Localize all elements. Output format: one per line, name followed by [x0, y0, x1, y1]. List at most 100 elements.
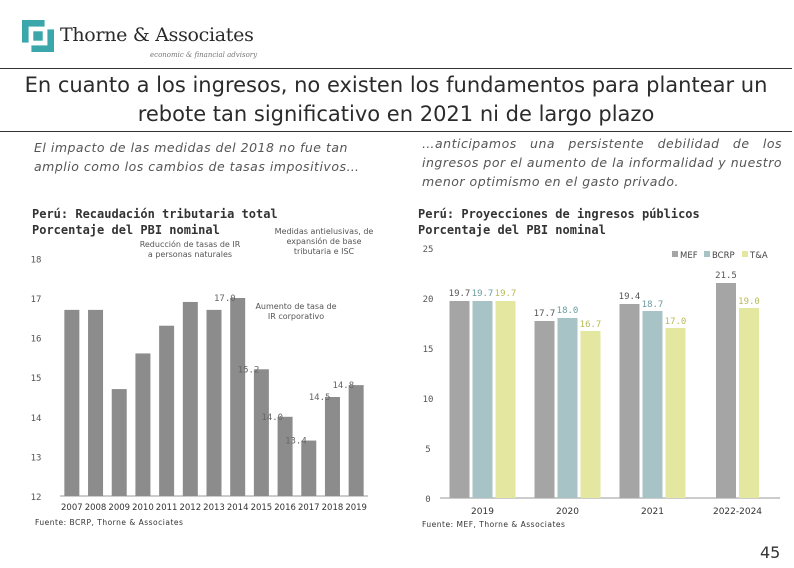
- logo-mark-icon: [22, 20, 54, 52]
- left-y-tick-label: 15: [31, 374, 42, 384]
- right-data-label: 17.7: [534, 309, 556, 319]
- left-data-label: 14.0: [261, 413, 283, 423]
- right-x-tick-label: 2019: [471, 507, 494, 517]
- left-x-tick-label: 2019: [345, 503, 367, 513]
- left-annotation-line: Aumento de tasa de: [255, 302, 336, 311]
- left-x-tick-label: 2013: [203, 503, 225, 513]
- left-chart-title-line-2: Porcentaje del PBI nominal: [32, 223, 220, 237]
- left-y-tick-label: 13: [31, 453, 42, 463]
- page-title-line-1: En cuanto a los ingresos, no existen los…: [24, 73, 768, 97]
- brand-tagline: economic & financial advisory: [150, 51, 258, 59]
- left-bar-2017: [301, 440, 317, 496]
- left-y-tick-label: 17: [31, 295, 42, 305]
- left-x-tick-label: 2014: [227, 503, 249, 513]
- left-x-tick-label: 2007: [61, 503, 83, 513]
- right-bar-T&A-2021: [665, 328, 686, 498]
- right-bar-T&A-2022-2024: [739, 308, 759, 498]
- title-banner: En cuanto a los ingresos, no existen los…: [0, 68, 792, 132]
- right-x-tick-label: 2021: [641, 507, 664, 517]
- left-subtitle: El impacto de las medidas del 2018 no fu…: [34, 140, 360, 174]
- right-chart-title-line-2: Porcentaje del PBI nominal: [418, 223, 606, 237]
- right-source: Fuente: MEF, Thorne & Associates: [422, 520, 566, 529]
- left-bar-2010: [135, 353, 151, 496]
- right-data-label: 19.0: [738, 297, 760, 307]
- right-bar-T&A-2020: [580, 331, 601, 498]
- right-bar-T&A-2019: [495, 301, 516, 498]
- left-source: Fuente: BCRP, Thorne & Associates: [35, 518, 184, 527]
- legend-label-T&A: T&A: [749, 251, 768, 261]
- right-data-label: 18.7: [642, 300, 664, 310]
- right-y-tick-label: 20: [423, 295, 434, 305]
- left-bar-2009: [111, 389, 127, 496]
- left-bar-2014: [230, 298, 246, 496]
- left-x-tick-label: 2010: [132, 503, 154, 513]
- left-bar-2015: [253, 369, 269, 496]
- left-data-label: 13.4: [285, 437, 307, 447]
- right-data-label: 19.7: [472, 289, 494, 299]
- right-bar-BCRP-2021: [642, 311, 663, 498]
- right-x-tick-label: 2020: [556, 507, 579, 517]
- left-bar-2018: [324, 397, 340, 496]
- left-y-tick-label: 16: [31, 335, 42, 345]
- left-data-label: 14.5: [309, 393, 331, 403]
- left-x-tick-label: 2016: [274, 503, 296, 513]
- brand-name: Thorne & Associates: [60, 24, 254, 46]
- left-y-tick-label: 14: [31, 414, 42, 424]
- left-annotation-line: tributaria e ISC: [294, 247, 355, 256]
- left-x-tick-label: 2015: [251, 503, 273, 513]
- left-bar-2011: [159, 325, 175, 496]
- right-chart-title: Perú: Proyecciones de ingresos públicos …: [418, 206, 700, 238]
- left-annotation-line: Reducción de tasas de IR: [140, 239, 241, 249]
- right-data-label: 17.0: [665, 317, 687, 327]
- right-y-tick-label: 0: [425, 495, 430, 505]
- left-bar-2012: [182, 301, 198, 496]
- left-x-tick-label: 2011: [156, 503, 178, 513]
- page-title-line-2: rebote tan significativo en 2021 ni de l…: [137, 102, 655, 126]
- legend-swatch-MEF: [672, 251, 678, 257]
- right-data-label: 18.0: [557, 306, 579, 316]
- left-x-tick-label: 2017: [298, 503, 320, 513]
- right-subtitle: …anticipamos una persistente debilidad d…: [422, 136, 782, 189]
- left-bar-2013: [206, 309, 222, 496]
- legend-swatch-BCRP: [704, 251, 710, 257]
- page-number: 45: [760, 543, 781, 562]
- right-data-label: 19.7: [449, 289, 471, 299]
- left-chart-title-line-1: Perú: Recaudación tributaria total: [32, 207, 278, 221]
- left-x-tick-label: 2018: [322, 503, 344, 513]
- left-y-tick-label: 12: [31, 493, 42, 503]
- page-title: En cuanto a los ingresos, no existen los…: [0, 71, 792, 129]
- left-x-tick-label: 2012: [179, 503, 201, 513]
- right-y-tick-label: 25: [423, 245, 434, 255]
- right-bar-BCRP-2020: [557, 318, 578, 498]
- right-bar-BCRP-2019: [472, 301, 493, 498]
- right-bar-MEF-2019: [449, 301, 470, 498]
- right-y-tick-label: 10: [423, 395, 434, 405]
- left-x-tick-label: 2008: [85, 503, 107, 513]
- right-x-tick-label: 2022-2024: [713, 507, 762, 517]
- left-data-label: 15.2: [238, 365, 260, 375]
- left-bar-2007: [64, 309, 80, 496]
- right-data-label: 19.7: [495, 289, 517, 299]
- legend-label-BCRP: BCRP: [712, 251, 735, 261]
- right-bar-MEF-2021: [619, 304, 640, 498]
- left-annotation-line: a personas naturales: [148, 250, 232, 259]
- right-data-label: 19.4: [619, 292, 641, 302]
- left-x-tick-label: 2009: [108, 503, 130, 513]
- left-y-tick-label: 18: [31, 255, 42, 265]
- right-data-label: 21.5: [715, 271, 737, 281]
- left-annotation-line: Medidas antielusivas, de: [275, 227, 374, 236]
- left-chart-title: Perú: Recaudación tributaria total Porce…: [32, 206, 278, 238]
- legend-label-MEF: MEF: [680, 251, 698, 261]
- left-bar-2008: [88, 309, 104, 496]
- left-bar-2016: [277, 416, 293, 496]
- right-y-tick-label: 15: [423, 345, 434, 355]
- left-bar-2019: [348, 385, 364, 496]
- left-annotation-line: expansión de base: [286, 236, 361, 246]
- left-data-label: 14.8: [332, 381, 354, 391]
- company-logo: Thorne & Associates economic & financial…: [20, 18, 280, 64]
- left-annotation-line: IR corporativo: [268, 312, 324, 321]
- right-y-tick-label: 5: [425, 445, 430, 455]
- right-bar-MEF-2022-2024: [716, 283, 736, 498]
- left-data-label: 17.0: [214, 294, 236, 304]
